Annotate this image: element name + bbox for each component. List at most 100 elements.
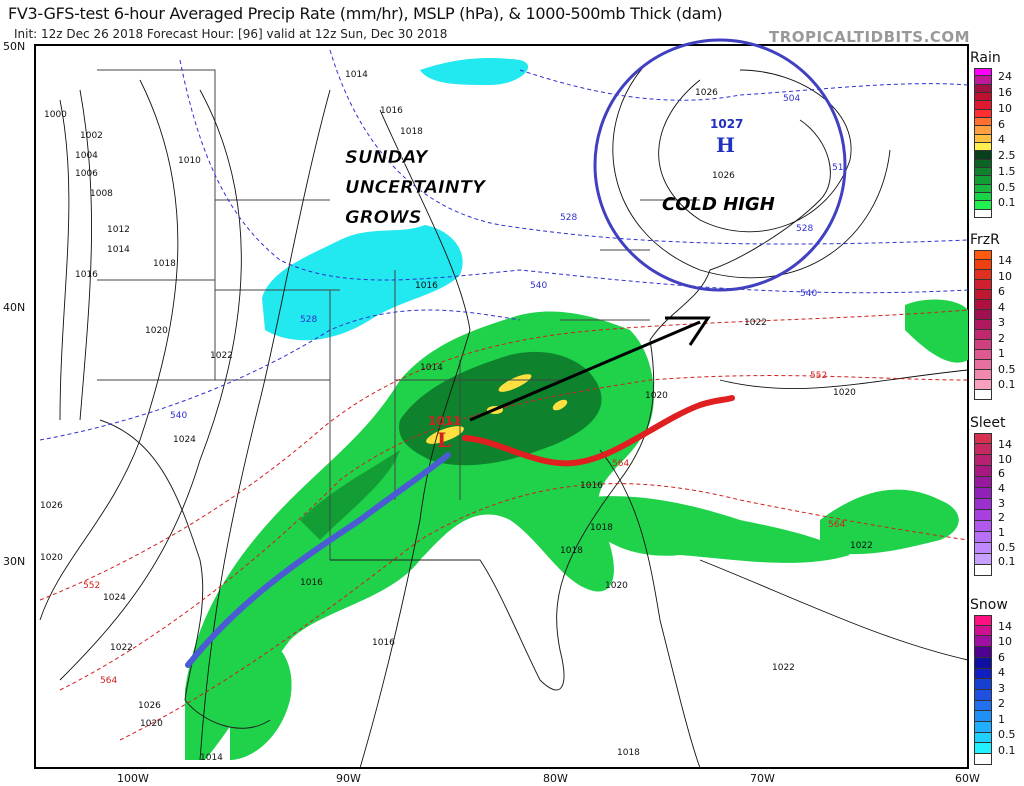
- isobars: [39, 59, 969, 769]
- legend-colorbar: 24 16 10 6 4 2.5 1.5 0.5 0.1: [974, 68, 1024, 218]
- legend-swatch: [974, 84, 992, 93]
- svg-text:1008: 1008: [90, 189, 113, 199]
- legend-swatch: [974, 184, 992, 193]
- svg-text:528: 528: [560, 213, 577, 223]
- legend-swatch: [974, 380, 992, 390]
- rain-area-gulfstream: [570, 496, 850, 563]
- legend-label: 14: [998, 438, 1012, 451]
- legend-swatch: [974, 290, 992, 300]
- legend-swatch: [974, 565, 992, 576]
- legend-label: 2: [998, 331, 1005, 345]
- lon-label: 100W: [117, 772, 149, 785]
- low-pressure-symbol: L: [437, 428, 451, 452]
- svg-text:1006: 1006: [75, 169, 98, 179]
- legend-label: 10: [998, 452, 1012, 466]
- svg-text:51: 51: [832, 163, 843, 173]
- svg-text:1018: 1018: [560, 546, 583, 556]
- legend-label: 3: [998, 316, 1005, 330]
- legend-swatch: [974, 134, 992, 143]
- lon-label: 80W: [543, 772, 568, 785]
- svg-text:1014: 1014: [107, 245, 130, 255]
- legend-label: 4: [998, 482, 1005, 495]
- legend-swatch: [974, 521, 992, 532]
- snow-area: [262, 225, 463, 341]
- svg-text:1020: 1020: [145, 326, 168, 336]
- legend-label: 10: [998, 635, 1012, 649]
- legend-swatch: [974, 176, 992, 185]
- svg-text:1000: 1000: [44, 110, 67, 120]
- warm-front-line: [462, 395, 735, 467]
- legend-label: 6: [998, 117, 1005, 131]
- thickness-lines: [39, 49, 969, 741]
- svg-text:1014: 1014: [420, 363, 443, 373]
- annotation-line-1: SUNDAY: [345, 147, 429, 168]
- lat-label: 50N: [3, 40, 25, 53]
- svg-text:1018: 1018: [590, 523, 613, 533]
- legend-label: 2: [998, 697, 1005, 711]
- legend-swatch: [974, 167, 992, 177]
- svg-text:1014: 1014: [200, 753, 223, 763]
- svg-text:564: 564: [100, 676, 117, 686]
- legend-swatch: [974, 310, 992, 320]
- legend-label: 0.5: [998, 362, 1016, 376]
- svg-text:1016: 1016: [415, 281, 438, 291]
- axis-labels: 50N 40N 30N 100W 90W 80W 70W 60W: [3, 40, 980, 785]
- legend-swatch: [974, 532, 992, 543]
- annotation-line-2: UNCERTAINTY: [345, 177, 487, 198]
- legend-swatch: [974, 350, 992, 360]
- legend-label: 3: [998, 496, 1005, 510]
- svg-text:552: 552: [83, 581, 100, 591]
- annotation-line-3: GROWS: [345, 207, 422, 228]
- cold-front-line: [185, 452, 451, 668]
- legend-swatch: [974, 625, 992, 637]
- legend-swatch: [974, 754, 992, 765]
- legend-label: 4: [998, 133, 1005, 147]
- legend-swatch: [974, 360, 992, 370]
- legend-swatch: [974, 689, 992, 701]
- legend-label: 1: [998, 347, 1005, 361]
- legend-label: 4: [998, 300, 1005, 314]
- legend-swatch: [974, 201, 992, 210]
- map-subtitle: Init: 12z Dec 26 2018 Forecast Hour: [96…: [14, 27, 448, 41]
- legend-swatch: [974, 615, 992, 626]
- brand-watermark: TROPICALTIDBITS.COM: [769, 28, 970, 46]
- legend-swatch: [974, 510, 992, 521]
- svg-text:1026: 1026: [712, 171, 735, 181]
- legend-swatch: [974, 159, 992, 168]
- svg-text:528: 528: [796, 224, 813, 234]
- legend-swatch: [974, 488, 992, 499]
- svg-text:1018: 1018: [617, 748, 640, 758]
- storm-track-arrow: [469, 316, 711, 422]
- uncertainty-annotation: SUNDAY UNCERTAINTY GROWS: [345, 147, 488, 229]
- legend-swatch: [974, 76, 992, 85]
- legend-label: 0.1: [998, 196, 1016, 210]
- svg-text:1022: 1022: [110, 643, 133, 653]
- legend-label: 14: [998, 254, 1012, 267]
- legend-label: 6: [998, 467, 1005, 481]
- svg-text:1020: 1020: [645, 391, 668, 401]
- svg-text:1026: 1026: [40, 501, 63, 511]
- rain-area-heavy: [300, 450, 400, 540]
- rain-area-east: [820, 489, 959, 555]
- svg-text:564: 564: [828, 520, 845, 530]
- high-pressure-value: 1027: [710, 117, 743, 131]
- legend-swatch: [974, 300, 992, 310]
- legend-frzr: FrzR 14 10 6 4 3 2 1 0.5 0.1: [970, 232, 1024, 400]
- legend-title: FrzR: [970, 232, 1000, 248]
- thickness-labels: 504 51 528 528 540 540 528 552 564 540 5…: [83, 94, 845, 686]
- svg-text:1020: 1020: [40, 553, 63, 563]
- legend-snow: Snow 14 10 6 4 3 2 1 0.5 0.1: [970, 597, 1024, 765]
- svg-text:1022: 1022: [210, 351, 233, 361]
- svg-text:1018: 1018: [153, 259, 176, 269]
- legend-swatch: [974, 636, 992, 648]
- legend-swatch: [974, 554, 992, 565]
- svg-text:1016: 1016: [380, 106, 403, 116]
- legend-swatch: [974, 192, 992, 202]
- svg-text:1016: 1016: [580, 481, 603, 491]
- svg-text:1022: 1022: [744, 318, 767, 328]
- legend-swatch: [974, 390, 992, 400]
- svg-text:1022: 1022: [850, 541, 873, 551]
- legend-label: 0.5: [998, 728, 1016, 742]
- svg-text:504: 504: [783, 94, 800, 104]
